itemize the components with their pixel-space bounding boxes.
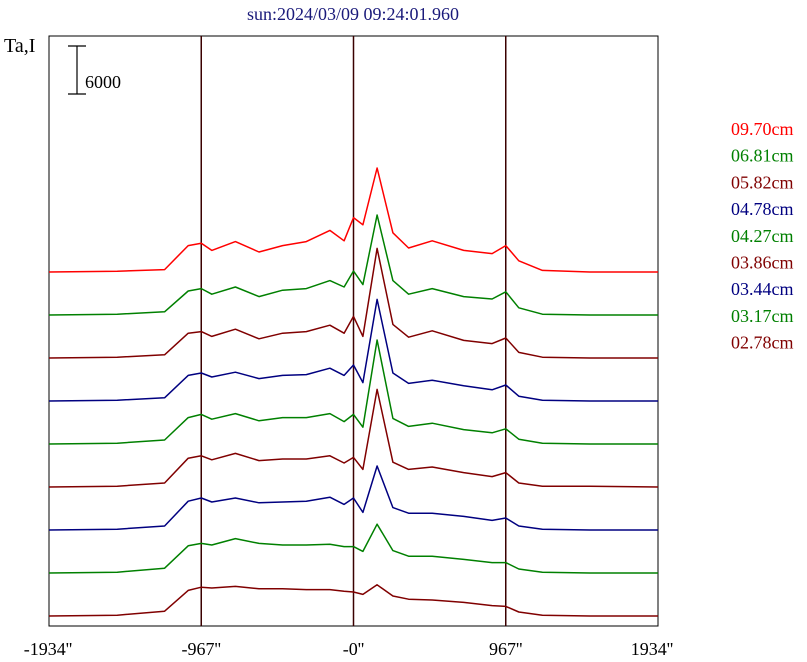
series-line-04.27cm — [48, 339, 658, 445]
series-line-03.44cm — [48, 465, 658, 531]
legend-entry-03.86cm: 03.86cm — [731, 253, 794, 273]
legend-entry-02.78cm: 02.78cm — [731, 333, 794, 353]
x-tick-label-4: 1934'' — [631, 639, 674, 659]
x-tick-label-1: -967'' — [182, 639, 221, 659]
legend-entry-04.27cm: 04.27cm — [731, 226, 794, 246]
legend-entry-06.81cm: 06.81cm — [731, 146, 794, 166]
vertical-markers — [200, 36, 507, 626]
series-line-03.86cm — [48, 388, 659, 488]
y-axis-label: Ta,I — [4, 35, 35, 57]
scale-bar — [68, 45, 86, 95]
series-line-05.82cm — [48, 247, 658, 359]
series-line-09.70cm — [48, 167, 658, 273]
x-tick-label-3: 967'' — [489, 639, 523, 659]
legend-entry-09.70cm: 09.70cm — [731, 119, 794, 139]
legend-entry-04.78cm: 04.78cm — [731, 199, 794, 219]
series-line-04.78cm — [48, 298, 658, 402]
legend-entry-05.82cm: 05.82cm — [731, 172, 794, 192]
series-line-02.78cm — [48, 584, 658, 617]
x-tick-label-0: -1934'' — [24, 639, 72, 659]
legend: 09.70cm 06.81cm 05.82cm 04.78cm 04.27cm 03.86… — [731, 119, 794, 353]
scale-bar-label: 6000 — [85, 72, 121, 92]
x-tick-label-2: -0'' — [343, 639, 364, 659]
legend-entry-03.17cm: 03.17cm — [731, 306, 794, 326]
series-line-03.17cm — [48, 523, 658, 574]
legend-entry-03.44cm: 03.44cm — [731, 279, 794, 299]
chart-title: sun:2024/03/09 09:24:01.960 — [247, 4, 459, 24]
series-line-06.81cm — [48, 214, 658, 316]
series-lines — [48, 167, 659, 617]
x-tick-labels: -1934'' -967'' -0'' 967'' 1934'' — [24, 639, 673, 659]
